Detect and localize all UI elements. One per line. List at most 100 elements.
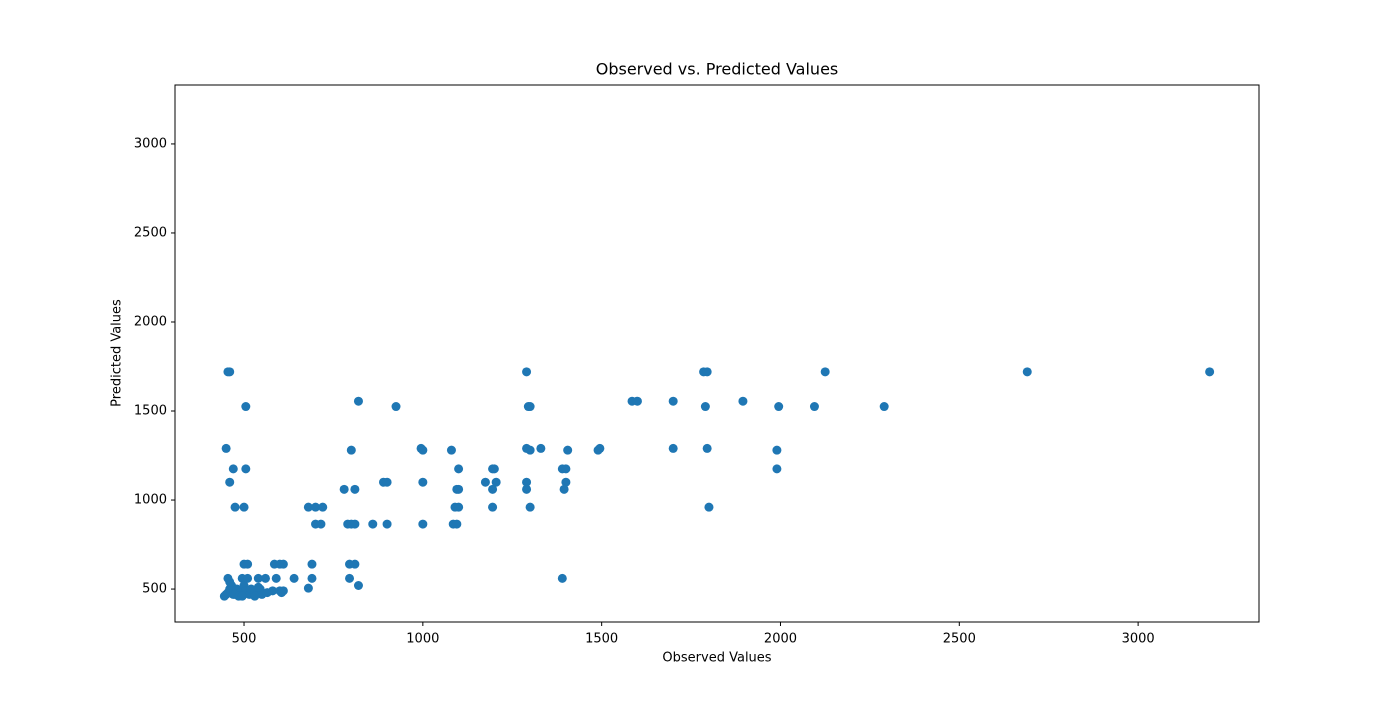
scatter-point: [243, 559, 253, 569]
scatter-point: [250, 591, 260, 601]
scatter-point: [225, 367, 235, 377]
scatter-point: [738, 396, 748, 406]
y-tick-label: 1500: [134, 404, 167, 419]
x-tick-label: 500: [232, 632, 257, 647]
scatter-point: [350, 484, 360, 494]
scatter-point: [522, 484, 532, 494]
scatter-point: [307, 573, 317, 583]
chart-title: Observed vs. Predicted Values: [596, 60, 839, 79]
x-axis-label: Observed Values: [662, 651, 771, 666]
scatter-point: [480, 477, 490, 487]
scatter-point: [702, 367, 712, 377]
scatter-point: [522, 367, 532, 377]
scatter-point: [563, 445, 573, 455]
scatter-point: [271, 573, 281, 583]
scatter-point: [382, 477, 392, 487]
scatter-point: [278, 559, 288, 569]
scatter-point: [559, 484, 569, 494]
scatter-point: [241, 464, 251, 474]
scatter-point: [318, 502, 328, 512]
scatter-point: [268, 586, 278, 596]
y-tick-label: 500: [142, 582, 167, 597]
scatter-point: [237, 591, 247, 601]
scatter-point: [525, 502, 535, 512]
scatter-point: [253, 573, 263, 583]
scatter-point: [772, 445, 782, 455]
scatter-point: [561, 464, 571, 474]
x-tick-label: 3000: [1122, 632, 1155, 647]
scatter-point: [454, 464, 464, 474]
scatter-point: [557, 573, 567, 583]
x-tick-label: 2500: [943, 632, 976, 647]
scatter-point: [311, 502, 321, 512]
scatter-point: [1022, 367, 1032, 377]
scatter-point: [346, 445, 356, 455]
scatter-point: [536, 443, 546, 453]
scatter-point: [632, 396, 642, 406]
y-axis-label: Predicted Values: [110, 299, 125, 407]
scatter-point: [525, 402, 535, 412]
scatter-point: [668, 443, 678, 453]
scatter-point: [228, 464, 238, 474]
scatter-point: [668, 396, 678, 406]
scatter-point: [454, 484, 464, 494]
scatter-point: [700, 402, 710, 412]
scatter-point: [820, 367, 830, 377]
scatter-point: [488, 484, 498, 494]
scatter-point: [452, 519, 462, 529]
scatter-point: [491, 477, 501, 487]
scatter-point: [316, 519, 326, 529]
scatter-point: [418, 445, 428, 455]
y-tick-label: 1000: [134, 493, 167, 508]
scatter-point: [350, 559, 360, 569]
scatter-point: [702, 443, 712, 453]
scatter-point: [253, 582, 263, 592]
scatter-point: [339, 484, 349, 494]
scatter-point: [239, 502, 249, 512]
scatter-point: [278, 586, 288, 596]
scatter-point: [525, 445, 535, 455]
scatter-point: [704, 502, 714, 512]
scatter-point: [809, 402, 819, 412]
scatter-point: [303, 583, 313, 593]
scatter-point: [225, 477, 235, 487]
scatter-point: [772, 464, 782, 474]
scatter-point: [221, 443, 231, 453]
scatter-point: [418, 519, 428, 529]
plot-frame: [174, 84, 1260, 623]
scatter-point: [368, 519, 378, 529]
scatter-point: [774, 402, 784, 412]
scatter-point: [879, 402, 889, 412]
scatter-point: [391, 402, 401, 412]
scatter-point: [260, 573, 270, 583]
scatter-point: [289, 573, 299, 583]
scatter-point: [1205, 367, 1215, 377]
scatter-point: [350, 519, 360, 529]
scatter-point: [230, 502, 240, 512]
scatter-point: [488, 502, 498, 512]
scatter-point: [345, 573, 355, 583]
x-tick-label: 1000: [406, 632, 439, 647]
y-tick-label: 2500: [134, 225, 167, 240]
scatter-point: [489, 464, 499, 474]
x-tick-label: 2000: [764, 632, 797, 647]
scatter-point: [243, 573, 253, 583]
scatter-point: [303, 502, 313, 512]
scatter-point: [454, 502, 464, 512]
scatter-point: [446, 445, 456, 455]
scatter-point: [241, 402, 251, 412]
x-tick-label: 1500: [585, 632, 618, 647]
scatter-point: [353, 396, 363, 406]
scatter-point: [522, 477, 532, 487]
scatter-point: [595, 443, 605, 453]
scatter-point: [382, 519, 392, 529]
scatter-point: [418, 477, 428, 487]
scatter-point: [225, 577, 235, 587]
scatter-point: [353, 580, 363, 590]
y-tick-label: 2000: [134, 314, 167, 329]
scatter-point: [561, 477, 571, 487]
scatter-point: [307, 559, 317, 569]
y-tick-label: 3000: [134, 136, 167, 151]
